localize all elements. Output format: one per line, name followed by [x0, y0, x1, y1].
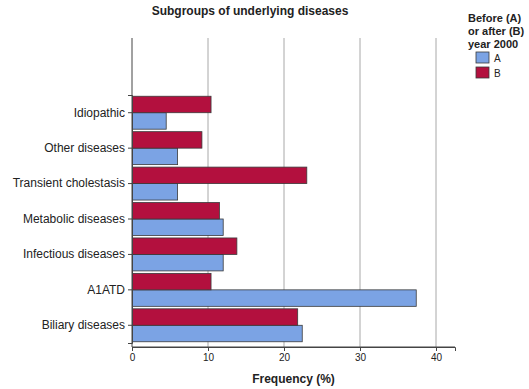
y-tick: Infectious diseases — [23, 247, 132, 261]
x-tick-label: 30 — [355, 352, 367, 363]
x-tick-label: 10 — [203, 352, 215, 363]
x-tick: 40 — [431, 347, 443, 363]
legend-swatch — [476, 52, 489, 63]
x-axis: 0 10 20 30 40 — [130, 347, 456, 363]
y-tick-mark — [128, 325, 132, 326]
x-tick-mark — [436, 347, 437, 351]
title: Subgroups of underlying diseases — [152, 4, 349, 18]
y-tick-label: A1ATD — [87, 283, 125, 297]
y-tick-label: Biliary diseases — [42, 318, 125, 332]
y-tick-mark — [128, 254, 132, 255]
bar — [132, 219, 223, 235]
x-tick: 10 — [203, 347, 215, 363]
legend-swatch — [476, 67, 489, 78]
bar — [132, 167, 307, 183]
legend-label: B — [494, 68, 501, 79]
x-tick-mark — [208, 347, 209, 351]
x-tick: 30 — [355, 347, 367, 363]
legend-title: Before (A) — [468, 12, 522, 24]
y-tick-mark — [128, 289, 132, 290]
y-tick: Biliary diseases — [42, 318, 132, 332]
grid-line — [436, 38, 437, 347]
bar — [132, 238, 237, 254]
x-tick-label: 20 — [279, 352, 291, 363]
bar — [132, 148, 178, 164]
x-tick-mark — [284, 347, 285, 351]
y-tick-label: Other diseases — [44, 141, 125, 155]
bar — [132, 203, 219, 219]
bar-series — [132, 113, 416, 342]
y-tick: Transient cholestasis — [13, 176, 132, 190]
bar — [132, 325, 302, 341]
y-tick: Other diseases — [44, 141, 132, 155]
bar — [132, 273, 211, 289]
x-tick-mark — [132, 347, 133, 351]
bars — [132, 96, 416, 342]
bar — [132, 132, 202, 148]
chart-container: 0 10 20 30 40 Idiopathic Other diseases Transie… — [0, 0, 529, 389]
y-tick: Idiopathic — [74, 106, 132, 120]
legend-title: year 2000 — [468, 38, 518, 50]
x-tick: 20 — [279, 347, 291, 363]
y-tick-mark — [128, 112, 132, 113]
y-tick-label: Transient cholestasis — [13, 176, 125, 190]
y-tick: A1ATD — [87, 283, 132, 297]
y-tick-mark — [128, 148, 132, 149]
y-axis-line — [128, 96, 133, 344]
x-tick-label: 40 — [431, 352, 443, 363]
bar — [132, 290, 416, 306]
y-tick-mark — [128, 219, 132, 220]
bar-series — [132, 96, 307, 325]
bar — [132, 254, 223, 270]
bar — [132, 309, 298, 325]
bar — [132, 113, 166, 129]
y-tick-label: Metabolic diseases — [23, 212, 125, 226]
y-axis: Idiopathic Other diseases Transient choles… — [13, 96, 133, 344]
grid — [0, 0, 436, 347]
x-tick-label: 0 — [130, 352, 136, 363]
legend: Before (A)or after (B)year 2000 AB — [468, 12, 525, 79]
x-tick: 0 — [130, 347, 136, 363]
y-tick-label: Infectious diseases — [23, 247, 125, 261]
y-tick-label: Idiopathic — [74, 106, 125, 120]
x-axis-line — [133, 348, 456, 352]
chart-svg: 0 10 20 30 40 Idiopathic Other diseases Transie… — [0, 0, 529, 389]
legend-label: A — [494, 53, 501, 64]
bar — [132, 96, 211, 112]
x-tick-mark — [360, 347, 361, 351]
y-tick: Metabolic diseases — [23, 212, 132, 226]
y-tick-mark — [128, 183, 132, 184]
x-axis-title: Frequency (%) — [252, 372, 335, 386]
bar — [132, 184, 178, 200]
legend-title: or after (B) — [468, 25, 525, 37]
